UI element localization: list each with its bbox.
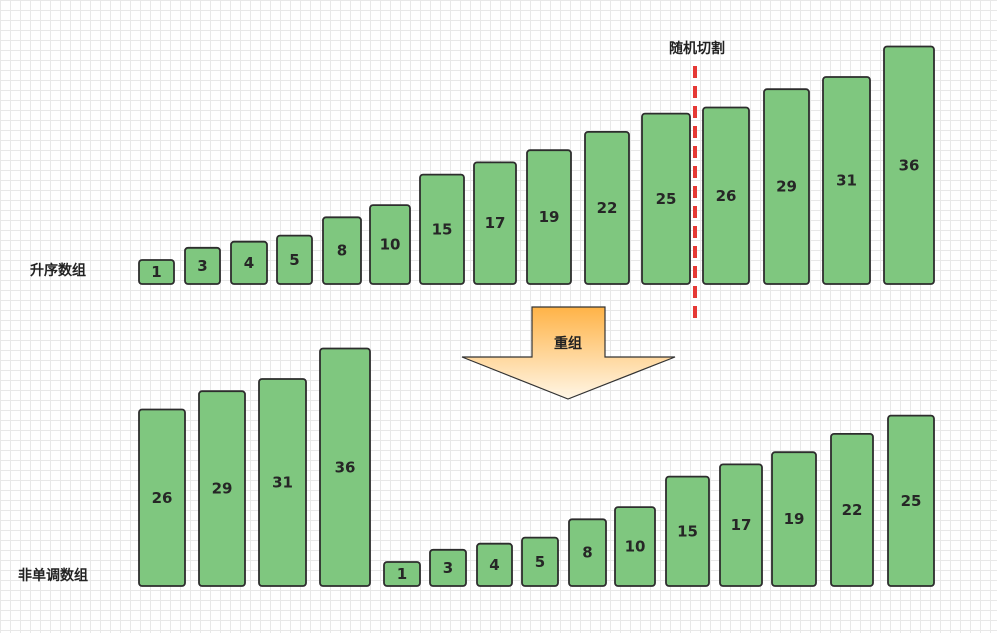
- sorted-bar: [641, 112, 691, 285]
- rotated-bar: [258, 378, 307, 587]
- rotated-bar: [138, 408, 186, 587]
- sorted-bar: [138, 259, 175, 285]
- rotated-bar-value: 22: [842, 501, 863, 519]
- sorted-bar: [763, 88, 810, 285]
- sorted-bar: [419, 173, 465, 285]
- rotated-bar: [771, 451, 817, 587]
- rotated-bar-value: 25: [901, 492, 922, 510]
- sorted-bar-value: 25: [656, 190, 677, 208]
- sorted-bar: [526, 149, 572, 285]
- sorted-bar: [883, 45, 935, 285]
- rotated-bar-value: 5: [535, 553, 545, 571]
- rotated-bar-value: 26: [152, 489, 173, 507]
- sorted-bar: [369, 204, 411, 285]
- sorted-bar: [584, 130, 630, 285]
- sorted-bar-value: 10: [380, 236, 401, 254]
- rotated-bar-value: 1: [397, 565, 407, 583]
- rotated-bar: [383, 561, 421, 587]
- sorted-bar-value: 19: [539, 208, 560, 226]
- rotated-bar-value: 15: [677, 522, 698, 540]
- rotated-bar-value: 31: [272, 474, 293, 492]
- sorted-array-label: 升序数组: [30, 263, 86, 279]
- rotated-array-bars: 26 29 31 36 1 3 4 5 8 10 15 17 19 22 25: [138, 347, 935, 587]
- rotated-bar: [830, 432, 874, 587]
- rotated-bar-value: 19: [784, 510, 805, 528]
- cut-label: 随机切割: [669, 40, 725, 57]
- rotated-bar-value: 3: [443, 559, 453, 577]
- sorted-bar-value: 36: [899, 156, 920, 174]
- sorted-bar: [230, 240, 268, 285]
- rotated-bar-value: 8: [582, 544, 592, 562]
- sorted-bar-value: 17: [485, 214, 506, 232]
- sorted-bar-value: 29: [776, 178, 797, 196]
- sorted-bar: [276, 234, 313, 285]
- sorted-bar-value: 3: [197, 257, 207, 275]
- sorted-bar: [322, 216, 362, 285]
- sorted-bar: [473, 161, 517, 285]
- sorted-bar-value: 22: [597, 199, 618, 217]
- rotated-bar-value: 10: [625, 538, 646, 556]
- sorted-bar: [822, 76, 871, 285]
- sorted-bar-value: 15: [432, 220, 453, 238]
- sorted-bar-value: 5: [289, 251, 299, 269]
- rotated-bar: [521, 536, 559, 587]
- reassemble-arrow-label: 重组: [554, 335, 582, 352]
- rotated-bar: [568, 518, 607, 587]
- sorted-bar: [184, 246, 221, 285]
- sorted-bar-value: 4: [244, 254, 254, 272]
- sorted-bar-value: 8: [337, 242, 347, 260]
- reassemble-arrow: [461, 306, 676, 400]
- rotated-array-label: 非单调数组: [18, 568, 88, 584]
- rotated-bar: [319, 347, 371, 587]
- rotated-bar: [665, 475, 710, 587]
- rotated-bar: [198, 390, 246, 587]
- rotated-bar: [429, 548, 467, 587]
- rotated-bar-value: 4: [489, 556, 499, 574]
- rotated-bar-value: 36: [335, 458, 356, 476]
- rotated-bar: [887, 414, 935, 587]
- sorted-bar-value: 31: [836, 172, 857, 190]
- sorted-array-bars: 1 3 4 5 8 10 15 17 19 22 25 26 29 31 36: [138, 45, 935, 285]
- sorted-bar-value: 26: [716, 187, 737, 205]
- rotated-bar: [614, 506, 656, 587]
- rotated-bar: [476, 542, 513, 587]
- rotated-bar-value: 29: [212, 480, 233, 498]
- rotated-bar: [719, 463, 763, 587]
- sorted-bar: [702, 106, 750, 285]
- sorted-bar-value: 1: [151, 263, 161, 281]
- rotated-bar-value: 17: [731, 516, 752, 534]
